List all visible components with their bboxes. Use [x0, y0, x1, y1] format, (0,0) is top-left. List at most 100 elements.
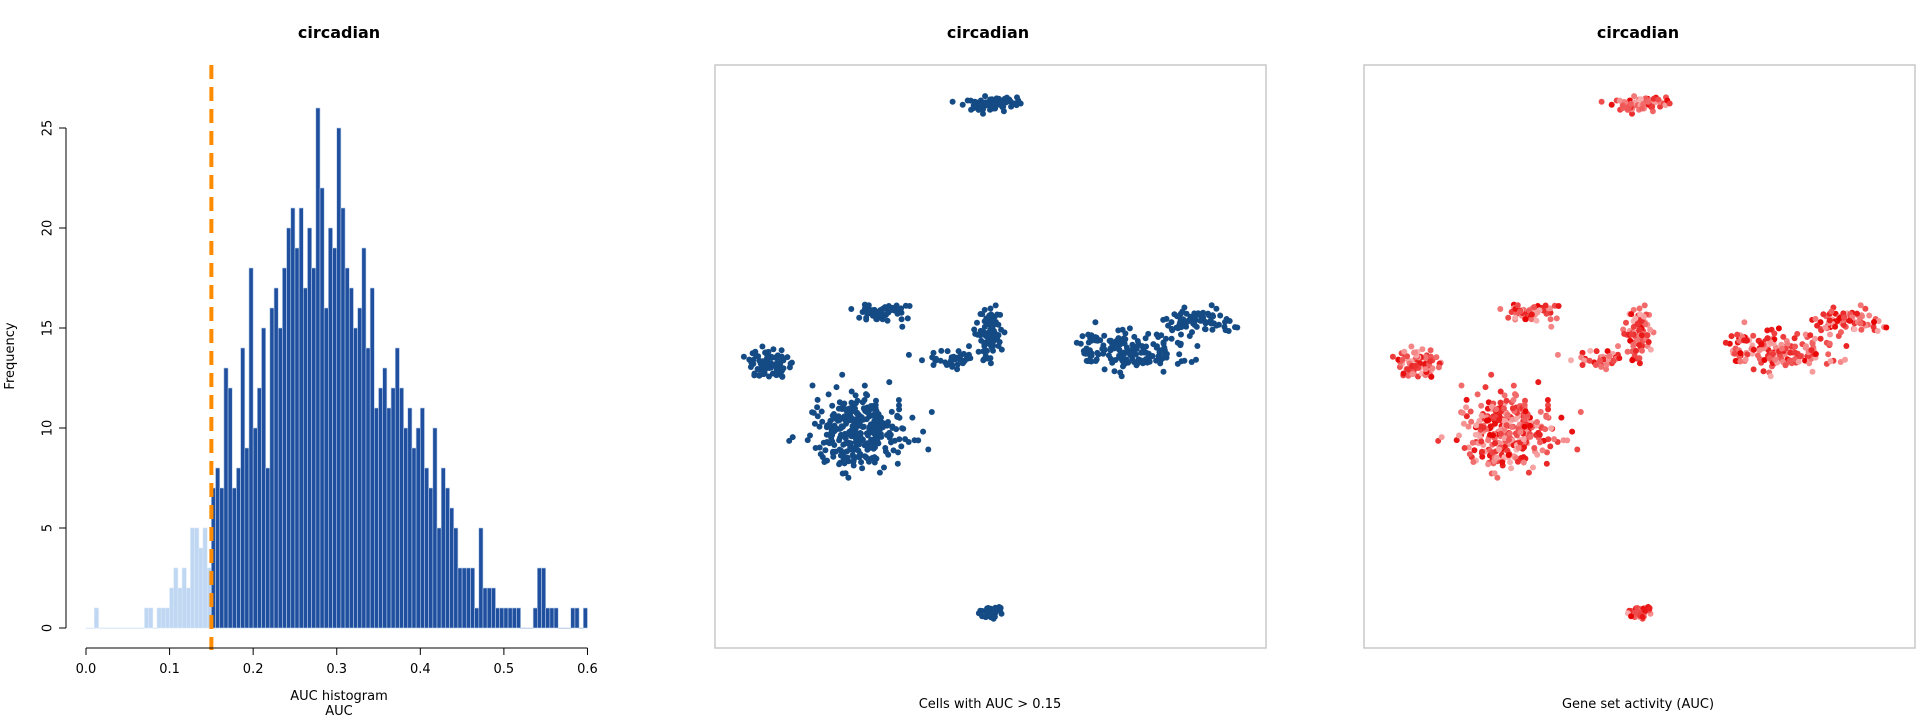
scatter-point	[1496, 416, 1503, 423]
scatter-point	[814, 396, 821, 403]
x-tick-label: 0.4	[410, 662, 431, 677]
histogram-bar	[227, 387, 233, 629]
scatter-point	[1505, 314, 1512, 321]
scatter-point	[1623, 319, 1629, 326]
scatter-point	[1628, 613, 1635, 620]
scatter-point	[937, 357, 944, 364]
histogram-bar	[348, 287, 354, 629]
scatter-point	[1117, 355, 1124, 362]
histogram-bar	[190, 527, 195, 629]
scatter-point	[961, 358, 968, 365]
scatter-point	[1534, 419, 1540, 425]
scatter-point	[1827, 331, 1833, 338]
scatter-point	[997, 605, 1004, 612]
scatter-point	[1191, 314, 1198, 321]
scatter-point	[1731, 350, 1738, 357]
scatter-point	[1826, 317, 1833, 324]
scatter-point	[1504, 413, 1511, 420]
scatter-point	[996, 339, 1003, 345]
scatter-point	[1615, 343, 1621, 350]
histogram-bar	[202, 527, 208, 629]
histogram-bar	[557, 627, 563, 629]
scatter-point	[1547, 316, 1554, 323]
scatter-point	[1734, 331, 1741, 338]
scatter-point	[1422, 366, 1429, 373]
scatter-point	[1797, 353, 1804, 360]
scatter-point	[1655, 96, 1662, 103]
scatter-point	[1123, 356, 1129, 363]
scatter-point	[1741, 319, 1748, 326]
histogram-bar	[503, 607, 509, 629]
scatter-point	[860, 405, 867, 412]
histogram-bar	[173, 567, 179, 629]
scatter-point	[919, 357, 925, 364]
scatter-point	[1183, 323, 1190, 330]
scatter-point	[1083, 357, 1090, 364]
scatter-point	[1535, 379, 1542, 386]
scatter-point	[1473, 422, 1480, 429]
scatter-point	[820, 439, 827, 446]
scatter-point	[829, 412, 836, 419]
scatter-point	[1764, 335, 1771, 342]
histogram-bar	[244, 447, 250, 629]
scatter-point	[810, 409, 817, 416]
scatter-point	[1093, 356, 1100, 363]
scatter-point	[773, 366, 780, 373]
histogram-bar	[553, 607, 559, 629]
scatter-point	[752, 348, 759, 355]
histogram-bar	[440, 467, 446, 629]
scatter-point	[1177, 317, 1184, 324]
scatter-point	[1138, 349, 1145, 356]
scatter-point	[990, 105, 996, 112]
scatter-point	[811, 420, 818, 427]
scatter-point	[1825, 351, 1832, 358]
scatter-point	[885, 451, 892, 458]
scatter-point	[1435, 364, 1442, 371]
scatter-point	[1478, 402, 1485, 409]
scatter-point	[1778, 345, 1785, 352]
histogram-bars	[85, 107, 588, 629]
scatter-point	[1493, 454, 1500, 461]
scatter-point	[1520, 436, 1527, 443]
scatter-point	[1503, 397, 1510, 404]
scatter-point	[829, 402, 836, 409]
scatter-point	[944, 348, 951, 355]
scatter-point	[1750, 346, 1757, 353]
scatter-point	[996, 98, 1003, 105]
scatter-point	[1771, 330, 1778, 337]
scatter-point	[1812, 315, 1819, 322]
scatter-point	[925, 446, 932, 453]
scatter-point	[1168, 335, 1175, 342]
histogram-bar	[198, 547, 204, 629]
histogram-bar	[303, 287, 308, 629]
scatter-point	[1598, 363, 1605, 370]
histogram-bar	[453, 527, 459, 629]
scatter-point	[1485, 461, 1492, 468]
histogram-bar	[549, 607, 555, 629]
x-tick-label: 0.5	[494, 662, 515, 677]
histogram-bar	[290, 207, 296, 629]
scatter-point	[1866, 312, 1873, 319]
scatter-point	[1577, 409, 1584, 415]
scatter-point	[1822, 324, 1829, 331]
scatter-point	[1404, 366, 1411, 373]
scatter-point	[1158, 332, 1165, 339]
scatter-point	[1001, 95, 1008, 102]
histogram-bar	[528, 627, 534, 629]
histogram-bar	[428, 487, 434, 629]
scatter-point	[859, 424, 866, 430]
histogram-bar	[411, 447, 417, 629]
histogram-bar	[307, 227, 312, 629]
scatter-point	[1488, 371, 1495, 378]
scatter-point	[1122, 330, 1129, 337]
scatter-point	[1468, 418, 1475, 425]
scatter-point	[1501, 405, 1507, 412]
scatter-point	[1163, 335, 1169, 342]
scatter-point	[740, 353, 747, 360]
scatter-point	[1497, 399, 1504, 406]
scatter-point	[972, 330, 979, 337]
scatter-point	[779, 373, 786, 380]
scatter-point	[1159, 347, 1166, 354]
scatter-point	[1191, 322, 1198, 328]
histogram-bar	[457, 567, 463, 629]
